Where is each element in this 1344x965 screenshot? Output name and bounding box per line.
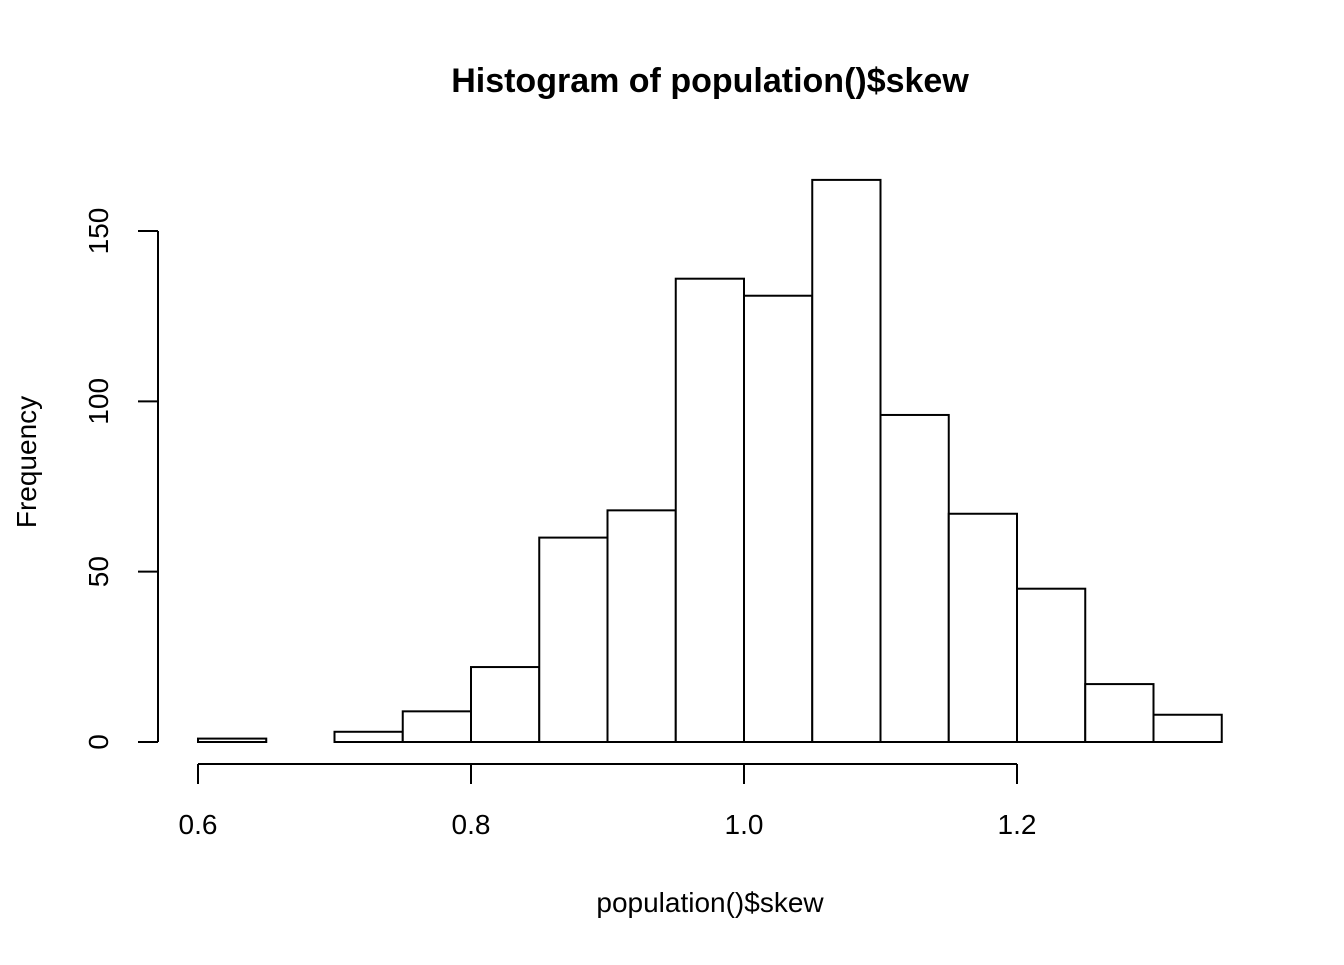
- x-tick-label: 1.2: [998, 809, 1037, 840]
- x-axis-label: population()$skew: [596, 887, 824, 918]
- x-tick-label: 0.6: [179, 809, 218, 840]
- x-tick-label: 0.8: [452, 809, 491, 840]
- y-axis: 0 50 100 150: [83, 208, 159, 750]
- histogram-bar: [1152, 713, 1223, 743]
- histogram-bar: [879, 413, 950, 743]
- y-tick-label: 0: [83, 734, 114, 750]
- y-tick-label: 50: [83, 556, 114, 587]
- histogram-bar: [538, 536, 609, 743]
- y-tick-label: 150: [83, 208, 114, 255]
- bars-group: [197, 178, 1223, 744]
- x-tick-label: 1.0: [725, 809, 764, 840]
- chart-title: Histogram of population()$skew: [451, 62, 969, 100]
- histogram-bar: [811, 178, 882, 743]
- histogram-bar: [197, 737, 268, 743]
- histogram-bar: [606, 509, 677, 744]
- histogram-bar: [674, 277, 745, 743]
- y-axis-label: Frequency: [11, 396, 42, 528]
- histogram-bar: [947, 512, 1018, 744]
- histogram-bar: [401, 710, 472, 744]
- x-axis: 0.6 0.8 1.0 1.2: [179, 763, 1037, 840]
- histogram-bar: [743, 294, 814, 743]
- histogram-bar: [333, 730, 404, 744]
- y-tick-label: 100: [83, 378, 114, 425]
- histogram-bar: [1084, 683, 1155, 744]
- histogram-bar: [470, 666, 541, 744]
- histogram-bar: [1016, 587, 1087, 744]
